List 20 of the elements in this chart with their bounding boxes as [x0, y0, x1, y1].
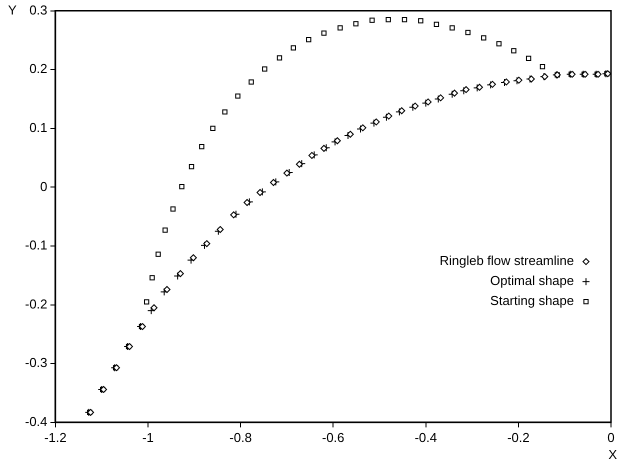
y-tick-label: 0.1	[29, 120, 48, 135]
x-tick-label: -1	[142, 430, 154, 445]
x-tick-label: -0.2	[507, 430, 530, 445]
y-tick-label: -0.2	[24, 296, 48, 312]
y-tick-label: 0.2	[29, 61, 48, 76]
x-tick-label: -0.8	[229, 430, 252, 445]
x-tick-label: -1.2	[44, 430, 67, 445]
y-axis-title: Y	[8, 2, 17, 18]
legend-label: Ringleb flow streamline	[440, 253, 574, 268]
y-tick-label: -0.4	[24, 414, 48, 429]
y-tick-label: 0.3	[29, 2, 48, 18]
x-tick-label: 0	[607, 430, 615, 445]
x-tick-label: -0.6	[322, 430, 344, 445]
x-tick-label: -0.4	[414, 430, 438, 445]
x-axis-title: X	[608, 447, 618, 462]
legend-label: Optimal shape	[490, 273, 574, 288]
y-tick-label: -0.1	[24, 238, 48, 253]
y-tick-label: 0	[40, 178, 48, 194]
y-tick-label: -0.3	[24, 355, 48, 370]
legend-label: Starting shape	[490, 293, 574, 308]
